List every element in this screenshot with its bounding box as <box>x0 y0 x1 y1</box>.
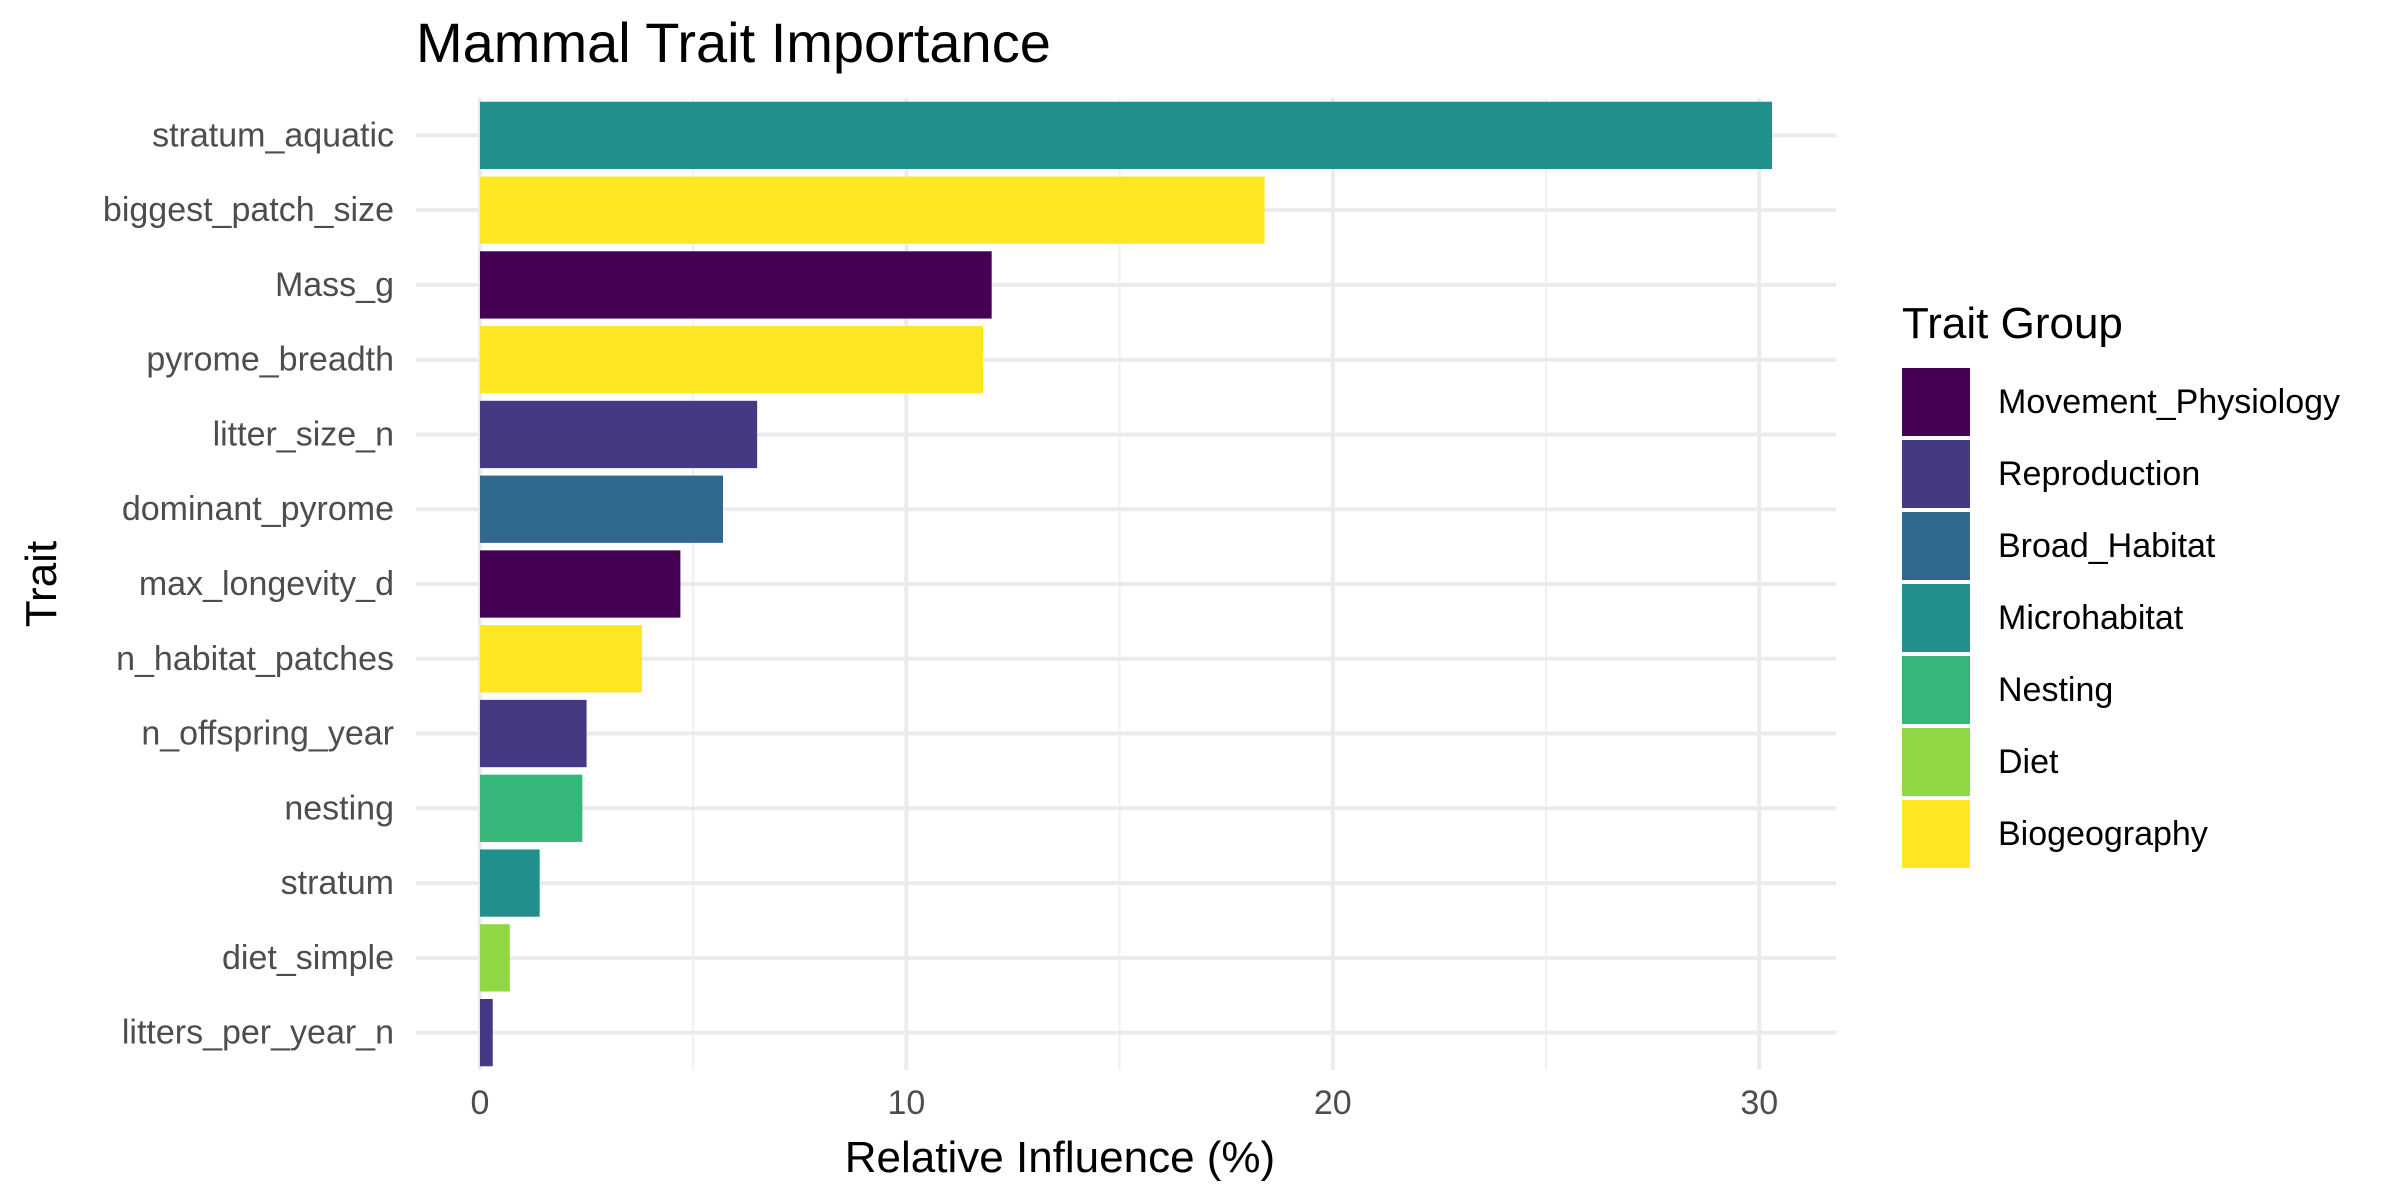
bars <box>479 101 1773 1067</box>
legend-label: Reproduction <box>1998 455 2200 493</box>
y-tick-label: n_habitat_patches <box>116 640 394 678</box>
legend-swatch <box>1902 368 1970 436</box>
bar <box>479 251 992 319</box>
bar <box>479 326 984 394</box>
y-tick-label: stratum <box>281 864 394 902</box>
x-tick-label: 20 <box>1314 1084 1352 1122</box>
bar <box>479 550 681 618</box>
y-tick-label: litters_per_year_n <box>122 1014 394 1052</box>
legend-title: Trait Group <box>1902 299 2123 348</box>
x-axis-title: Relative Influence (%) <box>845 1133 1275 1182</box>
chart-title: Mammal Trait Importance <box>416 11 1051 74</box>
legend-label: Biogeography <box>1998 815 2208 853</box>
x-tick-label: 30 <box>1740 1084 1778 1122</box>
bar <box>479 849 540 917</box>
bar <box>479 699 587 768</box>
x-tick-label: 10 <box>887 1084 925 1122</box>
legend-swatch <box>1902 728 1970 796</box>
y-tick-label: max_longevity_d <box>139 565 394 603</box>
y-tick-labels: stratum_aquatic biggest_patch_size Mass_gp… <box>103 116 394 1051</box>
bar <box>479 101 1773 170</box>
y-tick-label: litter_size_n <box>213 415 394 453</box>
legend-swatch <box>1902 440 1970 508</box>
y-tick-label: nesting <box>284 789 394 827</box>
bar <box>479 400 758 469</box>
y-tick-label: pyrome_breadth <box>146 341 394 379</box>
bar <box>479 924 510 992</box>
legend-swatch <box>1902 584 1970 652</box>
plot-panel <box>416 98 1836 1070</box>
y-tick-label: n_offspring_year <box>141 715 394 753</box>
y-tick-label: stratum_aquatic <box>152 116 394 154</box>
legend-label: Microhabitat <box>1998 599 2184 637</box>
y-tick-label: diet_simple <box>222 939 394 977</box>
y-tick-label: biggest_patch_size <box>103 191 394 229</box>
legend-items: Movement_Physiology Reproduction Broad_Hab… <box>1902 368 2340 868</box>
bar <box>479 998 493 1067</box>
legend: Trait Group Movement_Physiology Reproduct… <box>1902 299 2340 868</box>
legend-label: Nesting <box>1998 671 2113 709</box>
bar <box>479 625 643 693</box>
y-tick-label: Mass_g <box>275 266 394 304</box>
legend-swatch <box>1902 800 1970 868</box>
x-tick-label: 0 <box>471 1084 490 1122</box>
y-axis-title: Trait <box>17 541 66 627</box>
bar <box>479 176 1265 244</box>
x-tick-labels: 0 10 20 30 <box>471 1084 1779 1122</box>
y-tick-label: dominant_pyrome <box>122 490 394 528</box>
bar <box>479 475 724 543</box>
legend-label: Broad_Habitat <box>1998 527 2216 565</box>
legend-label: Diet <box>1998 743 2059 781</box>
legend-label: Movement_Physiology <box>1998 383 2340 421</box>
legend-swatch <box>1902 512 1970 580</box>
bar <box>479 774 583 842</box>
legend-swatch <box>1902 656 1970 724</box>
